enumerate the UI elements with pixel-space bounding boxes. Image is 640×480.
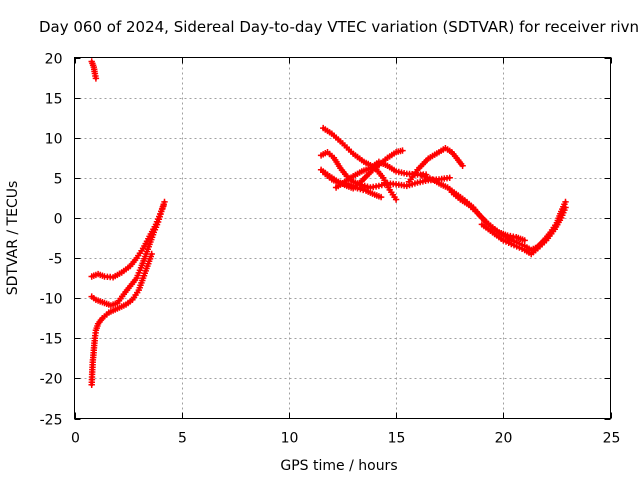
y-tick-label: 10 [45, 132, 63, 148]
y-tick-label: -10 [40, 292, 63, 308]
data-series [88, 202, 167, 281]
plot-frame [74, 57, 611, 419]
y-tick-label: 5 [54, 172, 63, 188]
data-point [562, 204, 569, 211]
x-tick-label: 15 [388, 431, 406, 447]
x-tick-label: 0 [71, 431, 80, 447]
data-series [332, 158, 430, 191]
x-tick-label: 20 [495, 431, 513, 447]
data-point [375, 182, 383, 190]
data-point [160, 202, 167, 210]
data-series [88, 250, 155, 388]
data-series [478, 204, 569, 258]
y-tick-label: -25 [40, 413, 63, 429]
x-tick-label: 25 [603, 431, 621, 447]
data-point [378, 181, 385, 189]
data-point [399, 147, 406, 154]
x-tick-label: 5 [178, 431, 187, 447]
data-series [88, 58, 100, 82]
data-point [446, 174, 453, 181]
x-axis-label: GPS time / hours [280, 458, 397, 474]
plot-area [88, 58, 569, 388]
data-series [88, 198, 168, 309]
data-series [405, 145, 466, 185]
y-tick-label: -5 [49, 252, 63, 268]
data-point [392, 196, 400, 203]
data-point [459, 162, 466, 169]
data-point [377, 193, 385, 201]
data-point [92, 75, 100, 82]
data-point [148, 250, 155, 258]
y-tick-label: 20 [45, 52, 63, 68]
data-series [317, 149, 453, 191]
data-point [354, 185, 361, 192]
x-tick-label: 10 [281, 431, 299, 447]
grid [74, 57, 611, 419]
data-point [521, 237, 528, 244]
y-axis-label: SDTVAR / TECUs [5, 181, 21, 296]
y-tick-label: -20 [40, 372, 63, 388]
y-tick-label: -15 [40, 332, 63, 348]
data-point [360, 186, 367, 194]
data-point [562, 198, 569, 206]
data-point [161, 198, 168, 206]
axis-ticks: 0 5 10 15 20 25 -25 -20 -15 -10 -5 0 5 10 15 20 [40, 52, 621, 447]
y-tick-label: 0 [54, 212, 63, 228]
y-tick-label: 15 [45, 92, 63, 108]
chart-title: Day 060 of 2024, Sidereal Day-to-day VTE… [39, 18, 639, 36]
